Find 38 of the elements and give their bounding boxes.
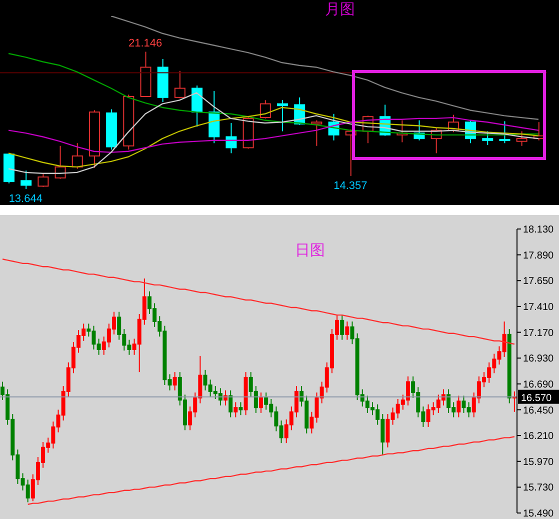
text: 日图 xyxy=(294,241,326,260)
y-tick-label: 16.450 xyxy=(523,405,554,416)
candlestick xyxy=(38,172,49,188)
candlestick xyxy=(259,392,263,414)
candlestick xyxy=(72,142,83,170)
candlestick xyxy=(311,120,322,146)
y-tick-label: 17.650 xyxy=(523,276,554,288)
candlestick xyxy=(456,395,461,418)
candlestick xyxy=(226,122,237,154)
annotation: 13.644 xyxy=(8,192,42,205)
annotation: 14.357 xyxy=(334,180,368,192)
candlestick xyxy=(345,321,350,340)
chart-title: 月图 xyxy=(324,0,356,19)
candlestick xyxy=(340,314,344,340)
y-tick-label: 18.130 xyxy=(523,224,554,236)
candlestick xyxy=(499,120,510,144)
candlestick xyxy=(277,100,288,132)
candlestick xyxy=(482,130,494,146)
candlestick xyxy=(174,70,186,99)
ref-line-label: 16.570 xyxy=(521,392,552,404)
y-tick-label: 17.890 xyxy=(523,250,554,262)
y-tick-label: 16.690 xyxy=(523,379,554,390)
y-tick-label: 17.170 xyxy=(523,328,554,339)
candlestick xyxy=(20,170,32,189)
y-tick-label: 15.490 xyxy=(523,508,554,519)
candlestick xyxy=(172,372,177,391)
line-series xyxy=(27,436,516,505)
y-tick-label: 17.410 xyxy=(523,302,554,314)
candlestick xyxy=(228,390,233,418)
y-tick-label: 16.210 xyxy=(523,431,554,442)
candlestick xyxy=(260,100,271,119)
annotation: 21.146 xyxy=(128,38,162,50)
candlestick xyxy=(234,402,238,418)
candlestick xyxy=(238,402,243,416)
candlestick xyxy=(516,130,528,146)
y-tick-label: 15.970 xyxy=(523,456,554,468)
y-tick-label: 15.730 xyxy=(523,482,554,494)
y-tick-label: 16.930 xyxy=(523,354,554,365)
